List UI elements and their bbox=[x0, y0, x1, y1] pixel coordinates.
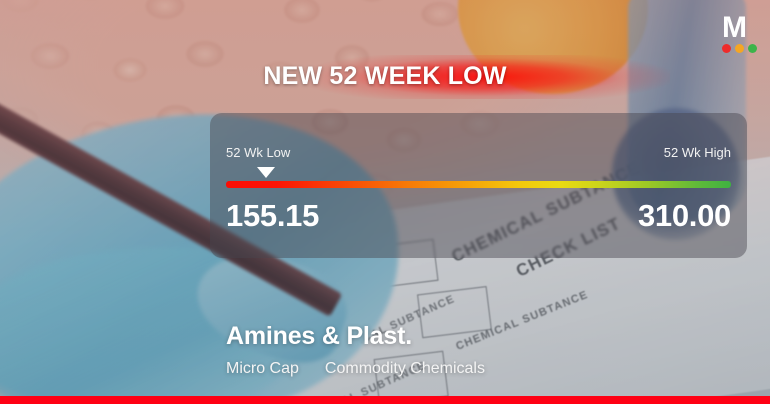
company-meta: Micro Cap Commodity Chemicals bbox=[226, 360, 485, 378]
logo-dot-green bbox=[748, 44, 757, 53]
gauge-low-label: 52 Wk Low bbox=[226, 145, 291, 160]
industry-label: Commodity Chemicals bbox=[324, 360, 485, 377]
gauge-labels: 52 Wk Low 52 Wk High bbox=[226, 145, 731, 160]
price-range-card: 52 Wk Low 52 Wk High 155.15 310.00 bbox=[210, 113, 747, 258]
brand-logo: M bbox=[722, 11, 762, 53]
headline-glow bbox=[300, 55, 670, 99]
logo-dot-orange bbox=[735, 44, 744, 53]
gauge-high-value: 310.00 bbox=[637, 198, 731, 233]
bottom-accent-bar bbox=[0, 396, 770, 404]
gauge-low-value: 155.15 bbox=[226, 198, 320, 233]
logo-dot-red bbox=[722, 44, 731, 53]
gauge-values: 155.15 310.00 bbox=[226, 198, 731, 234]
gauge-gradient-bar bbox=[226, 181, 731, 188]
gauge-marker-triangle bbox=[257, 167, 276, 178]
company-name: Amines & Plast. bbox=[226, 322, 412, 350]
page-title: NEW 52 WEEK LOW bbox=[263, 62, 507, 90]
market-cap-label: Micro Cap bbox=[226, 360, 299, 377]
logo-letter: M bbox=[722, 11, 747, 44]
company-info: Amines & Plast. Micro Cap Commodity Chem… bbox=[226, 322, 485, 378]
logo-dots bbox=[722, 44, 762, 53]
gauge-high-label: 52 Wk High bbox=[663, 145, 731, 160]
